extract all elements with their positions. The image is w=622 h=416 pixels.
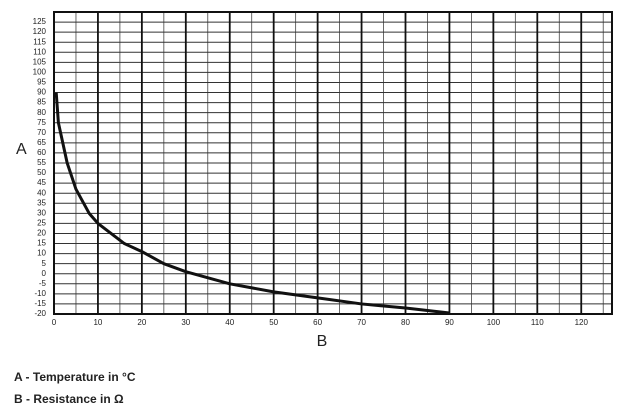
x-tick-label: 10 — [93, 318, 102, 327]
x-tick-label: 40 — [225, 318, 234, 327]
x-tick-label: 70 — [357, 318, 366, 327]
data-line — [54, 92, 450, 315]
y-tick-label: 50 — [37, 168, 46, 177]
x-tick-label: 80 — [401, 318, 410, 327]
y-tick-label: 25 — [37, 219, 46, 228]
y-tick-label: 125 — [33, 17, 47, 26]
x-tick-label: 30 — [181, 318, 190, 327]
y-tick-label: 70 — [37, 128, 46, 137]
y-tick-label: 30 — [37, 208, 46, 217]
legend-note: A - Temperature in °C — [14, 370, 136, 384]
y-tick-label: 105 — [33, 57, 47, 66]
legend-note: B - Resistance in Ω — [14, 392, 124, 406]
y-tick-label: -20 — [34, 309, 46, 318]
x-tick-label: 0 — [52, 318, 57, 327]
y-tick-label: 45 — [37, 178, 46, 187]
y-tick-label: 60 — [37, 148, 46, 157]
y-tick-label: 120 — [33, 27, 47, 36]
y-tick-label: 80 — [37, 108, 46, 117]
y-tick-label: 40 — [37, 188, 46, 197]
y-tick-label: 5 — [42, 259, 47, 268]
x-tick-label: 120 — [575, 318, 589, 327]
y-tick-label: 110 — [33, 47, 46, 56]
x-tick-label: 20 — [137, 318, 146, 327]
y-tick-label: 95 — [37, 78, 46, 87]
y-tick-label: -5 — [39, 279, 47, 288]
x-axis-label: B — [317, 333, 328, 350]
plot-frame — [53, 11, 613, 315]
x-tick-label: 110 — [531, 318, 544, 327]
y-tick-label: 35 — [37, 198, 46, 207]
y-tick-label: 100 — [33, 68, 47, 77]
x-tick-label: 100 — [487, 318, 501, 327]
y-tick-label: 90 — [37, 88, 46, 97]
x-tick-label: 60 — [313, 318, 322, 327]
y-tick-label: 20 — [37, 229, 46, 238]
y-tick-label: -10 — [34, 289, 46, 298]
y-tick-label: -15 — [34, 299, 46, 308]
x-tick-label: 50 — [269, 318, 278, 327]
y-tick-label: 55 — [37, 158, 46, 167]
y-tick-label: 115 — [33, 37, 46, 46]
y-tick-label: 85 — [37, 98, 46, 107]
y-tick-label: 65 — [37, 138, 46, 147]
y-axis-label: A — [16, 141, 27, 158]
y-tick-label: 10 — [37, 249, 46, 258]
y-tick-label: 75 — [37, 118, 46, 127]
y-tick-label: 0 — [42, 269, 47, 278]
x-tick-label: 90 — [445, 318, 454, 327]
y-tick-label: 15 — [37, 239, 46, 248]
